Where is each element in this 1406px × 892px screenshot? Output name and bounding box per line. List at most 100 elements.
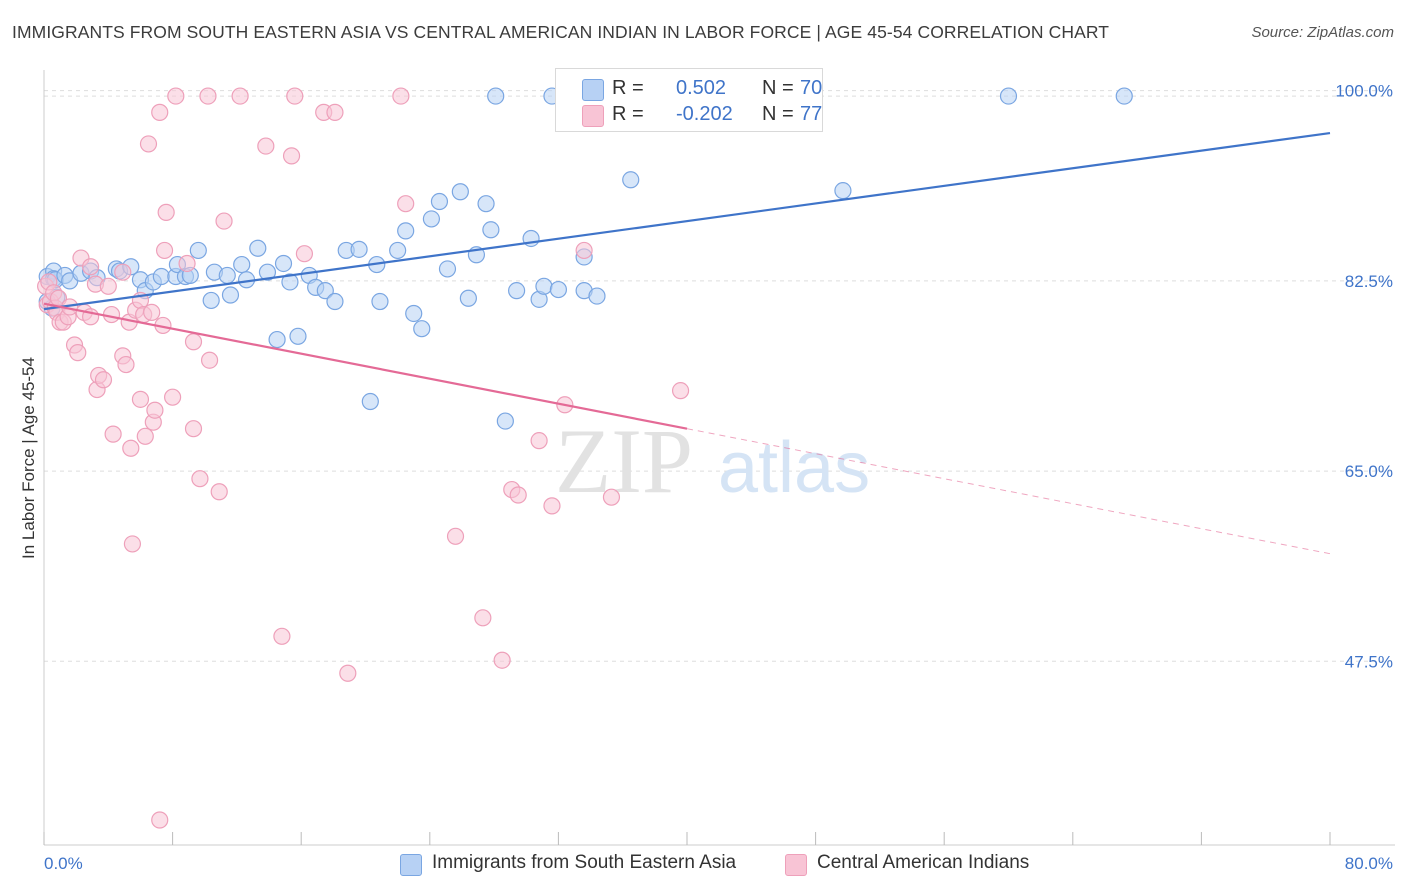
data-point-series1	[389, 241, 407, 260]
data-point-series1	[999, 87, 1018, 105]
points-layer	[37, 87, 1133, 829]
data-point-series2	[295, 245, 314, 263]
data-point-series2	[157, 203, 175, 221]
n-value-series2: 77	[800, 103, 823, 125]
data-point-series1	[1115, 87, 1133, 105]
data-point-series2	[151, 103, 169, 121]
grid-layer	[44, 90, 1395, 662]
y-tick-label: 100.0%	[1335, 82, 1393, 101]
data-point-series1	[218, 266, 236, 285]
data-point-series1	[508, 282, 526, 300]
data-point-series2	[215, 212, 233, 230]
data-point-series2	[191, 470, 209, 488]
data-point-series1	[371, 292, 389, 311]
y-tick-label: 82.5%	[1345, 272, 1393, 291]
data-point-series1	[221, 286, 240, 304]
data-point-series2	[543, 497, 561, 515]
data-point-series1	[487, 87, 505, 105]
data-point-series2	[146, 401, 164, 419]
data-point-series1	[350, 240, 368, 258]
data-point-series1	[405, 304, 423, 323]
data-point-series2	[199, 87, 217, 105]
data-point-series2	[143, 303, 161, 321]
swatch-series1	[582, 79, 604, 101]
data-point-series2	[210, 483, 228, 501]
data-point-series1	[202, 291, 220, 310]
data-point-series2	[155, 241, 174, 260]
data-point-series2	[257, 137, 275, 155]
data-point-series2	[117, 355, 135, 374]
axis-layer	[43, 70, 1395, 846]
data-point-series2	[131, 390, 150, 408]
data-point-series1	[549, 280, 568, 299]
data-point-series2	[392, 87, 410, 105]
legend-swatch-series1	[400, 854, 422, 876]
data-point-series1	[451, 183, 469, 201]
data-point-series1	[274, 254, 293, 273]
trend-line-series1	[43, 131, 1331, 311]
watermark-zip: ZIP	[555, 410, 693, 512]
data-point-series1	[289, 327, 307, 345]
data-point-series1	[413, 320, 431, 338]
data-point-series2	[139, 135, 158, 153]
data-point-series1	[233, 255, 251, 274]
r-label-series1: R =	[612, 77, 644, 99]
data-point-series1	[152, 267, 170, 286]
data-point-series2	[602, 488, 621, 506]
data-point-series2	[397, 195, 415, 213]
data-point-series1	[258, 263, 277, 281]
data-point-series1	[268, 330, 286, 349]
data-point-series2	[231, 87, 249, 105]
data-point-series2	[136, 427, 154, 445]
data-point-series1	[430, 192, 449, 211]
data-point-series1	[834, 182, 852, 200]
legend-label-series2: Central American Indians	[817, 852, 1030, 873]
data-point-series1	[281, 273, 299, 291]
data-point-series2	[123, 535, 142, 553]
data-point-series2	[82, 258, 100, 276]
data-point-series1	[622, 171, 640, 189]
chart-title: IMMIGRANTS FROM SOUTH EASTERN ASIA VS CE…	[12, 22, 1110, 42]
swatch-series2	[582, 105, 604, 127]
legend-swatch-series2	[785, 854, 807, 876]
data-point-series2	[474, 609, 492, 627]
watermark: ZIP atlas	[555, 410, 870, 512]
data-point-series2	[530, 432, 548, 450]
data-point-series2	[178, 254, 196, 273]
data-point-series2	[94, 371, 113, 389]
data-point-series2	[122, 439, 140, 457]
data-point-series2	[446, 527, 465, 545]
n-value-series1: 70	[800, 77, 823, 99]
n-label-series1: N =	[762, 77, 794, 99]
tick-label-layer: 47.5% 65.0% 82.5% 100.0% 0.0% 80.0%	[44, 82, 1393, 873]
data-point-series2	[339, 664, 357, 682]
data-point-series1	[477, 195, 495, 213]
data-point-series2	[164, 388, 182, 406]
r-value-series1: 0.502	[676, 77, 727, 99]
watermark-atlas: atlas	[718, 428, 870, 508]
r-value-series2: -0.202	[676, 103, 733, 125]
y-tick-label: 47.5%	[1345, 652, 1393, 671]
data-point-series1	[326, 292, 344, 311]
data-point-series2	[273, 627, 291, 645]
data-point-series2	[286, 87, 304, 105]
data-point-series1	[361, 392, 379, 411]
x-tick-label: 80.0%	[1345, 854, 1393, 873]
stats-legend: R = 0.502 N = 70 R = -0.202 N = 77	[555, 68, 823, 132]
data-point-series1	[588, 287, 606, 305]
data-point-series2	[151, 811, 169, 829]
data-point-series1	[459, 289, 477, 307]
data-point-series1	[438, 260, 457, 278]
data-point-series2	[493, 651, 511, 669]
data-point-series2	[99, 277, 117, 295]
data-point-series2	[104, 425, 122, 443]
data-point-series2	[671, 382, 690, 400]
data-point-series2	[200, 351, 219, 369]
trend-line-series2	[43, 302, 688, 430]
y-axis-label: In Labor Force | Age 45-54	[19, 357, 38, 559]
data-point-series1	[316, 282, 334, 300]
legend-label-series1: Immigrants from South Eastern Asia	[432, 852, 737, 873]
data-point-series1	[422, 210, 441, 228]
data-point-series2	[282, 147, 301, 165]
